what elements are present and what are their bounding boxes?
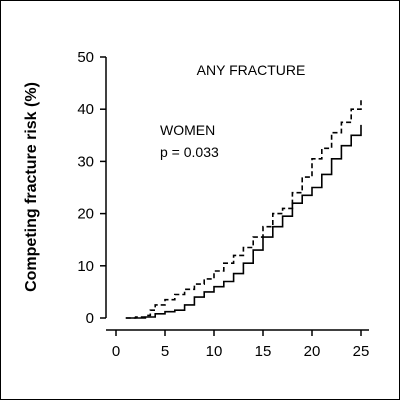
x-tick-label: 25 xyxy=(353,343,370,360)
group-label: WOMEN xyxy=(160,122,215,138)
x-tick-label: 0 xyxy=(112,343,120,360)
x-axis-ticks: 0 5 10 15 20 25 xyxy=(112,330,370,360)
y-tick-label: 20 xyxy=(77,206,94,223)
panel-title: ANY FRACTURE xyxy=(197,62,306,78)
pvalue-label: p = 0.033 xyxy=(160,144,219,160)
y-tick-label: 50 xyxy=(77,49,94,66)
y-tick-label: 10 xyxy=(77,258,94,275)
y-tick-label: 30 xyxy=(77,153,94,170)
y-tick-label: 0 xyxy=(86,310,94,327)
x-tick-label: 5 xyxy=(161,343,169,360)
x-tick-label: 20 xyxy=(304,343,321,360)
y-axis-ticks: 0 10 20 30 40 50 xyxy=(77,49,106,327)
x-tick-label: 10 xyxy=(206,343,223,360)
x-tick-label: 15 xyxy=(255,343,272,360)
y-axis-label: Competing fracture risk (%) xyxy=(23,82,40,292)
y-tick-label: 40 xyxy=(77,101,94,118)
